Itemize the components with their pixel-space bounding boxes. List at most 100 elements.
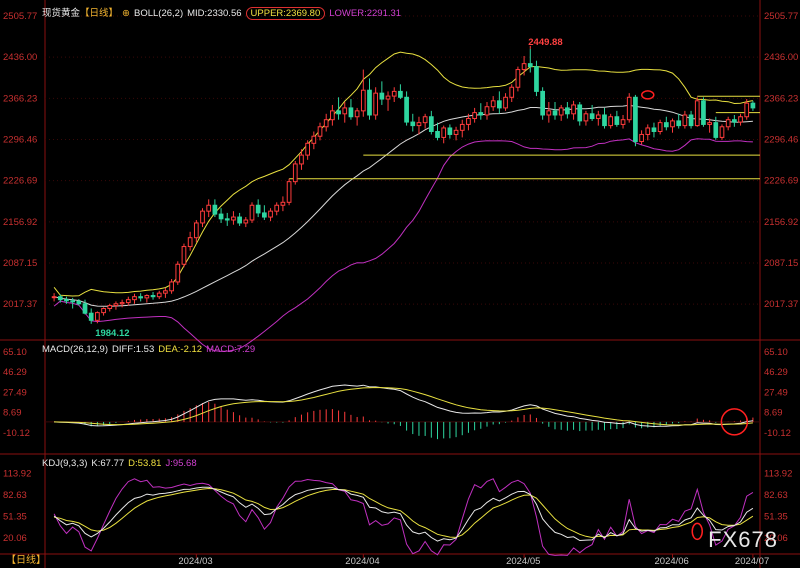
candle-body: [286, 181, 292, 203]
candle-body: [663, 122, 669, 128]
candle-body: [620, 119, 626, 125]
candle-body: [719, 126, 725, 138]
candle-body: [107, 305, 113, 310]
macd-tick-left: 27.49: [3, 387, 27, 398]
macd-legend: MACD(26,12,9) DIFF:1.53 DEA:-2.12 MACD:7.29: [42, 344, 259, 355]
macd-label: MACD(26,12,9): [42, 344, 108, 355]
candle-body: [342, 107, 348, 115]
candle-body: [231, 216, 236, 221]
candle-body: [484, 106, 490, 116]
candle-body: [565, 107, 570, 115]
candle-body: [82, 303, 88, 314]
candle-body: [76, 300, 82, 305]
candle-body: [101, 308, 106, 314]
candle-body: [255, 204, 261, 214]
candle-body: [583, 113, 589, 122]
candle-body: [651, 127, 657, 133]
candle-body: [732, 119, 737, 123]
candle-body: [571, 104, 576, 115]
boll-mid: MID:2330.56: [187, 8, 242, 19]
candle-body: [237, 216, 242, 224]
candle-body: [262, 212, 267, 218]
candle-body: [243, 219, 249, 224]
candle-body: [639, 133, 644, 143]
price-tick-right: 2156.92: [764, 217, 798, 228]
price-tick-right: 2087.15: [764, 258, 798, 269]
price-tick-left: 2436.00: [3, 52, 37, 63]
price-tick-left: 2226.69: [3, 176, 37, 187]
candle-body: [602, 114, 607, 127]
instrument-name: 现货黄金: [42, 8, 81, 19]
period-tab[interactable]: 【日线】: [6, 555, 46, 566]
macd-tick-right: 65.10: [764, 347, 788, 358]
candle-body: [280, 201, 286, 206]
candle-body: [416, 122, 422, 127]
candle-body: [348, 107, 354, 118]
candle-body: [688, 114, 694, 127]
kdj-pane: [53, 478, 754, 556]
price-tick-left: 2156.92: [3, 217, 37, 228]
macd-highlight-circle: [720, 408, 749, 436]
candle-body: [534, 66, 539, 92]
candle-body: [51, 296, 57, 299]
candle-body: [212, 204, 218, 215]
macd-diff-line: [54, 384, 753, 428]
price-tick-left: 2296.46: [3, 134, 37, 145]
kdj-tick-left: 82.63: [3, 490, 27, 501]
candle-body: [163, 290, 168, 294]
candle-body: [447, 127, 453, 135]
candle-body: [682, 114, 688, 127]
macd-tick-left: 46.29: [3, 367, 27, 378]
candle-body: [509, 86, 515, 98]
candle-body: [701, 100, 706, 125]
price-tick-right: 2436.00: [764, 52, 798, 63]
axis-labels: 2505.77 2505.77 2436.00 2436.00 2366.23 2366.…: [3, 11, 798, 567]
candle-body: [317, 126, 323, 137]
price-tick-left: 2087.15: [3, 258, 37, 269]
candle-body: [558, 107, 564, 116]
candle-body: [589, 113, 595, 120]
candle-body: [497, 100, 502, 109]
candle-body: [633, 96, 638, 143]
kdj-d: D:53.81: [128, 458, 162, 469]
candle-body: [57, 296, 63, 301]
candle-body: [527, 63, 533, 68]
candle-body: [694, 100, 700, 127]
boll-label: BOLL(26,2): [134, 8, 184, 19]
macd-value: MACD:7.29: [206, 344, 256, 355]
x-tick-label: 2024/06: [655, 556, 689, 567]
price-tick-right: 2017.37: [764, 299, 798, 310]
candle-body: [410, 121, 416, 127]
candle-body: [577, 104, 583, 122]
kdj-tick-left: 113.92: [3, 469, 31, 480]
candle-body: [169, 281, 174, 292]
candle-body: [614, 116, 620, 125]
candle-body: [670, 120, 675, 128]
candle-body: [156, 292, 162, 298]
candle-body: [138, 296, 144, 299]
candle-body: [206, 204, 212, 212]
candle-body: [95, 312, 100, 321]
boll-upper-line: [53, 51, 753, 297]
candle-body: [144, 295, 150, 299]
kdj-k: K:67.77: [91, 458, 125, 469]
kdj-highlight-circle: [691, 522, 703, 541]
candle-body: [218, 213, 224, 220]
candle-body: [645, 127, 651, 135]
candle-body: [150, 295, 156, 298]
kdj-tick-left: 51.35: [3, 512, 27, 523]
candle-body: [472, 112, 477, 120]
settings-icon[interactable]: ⊕: [122, 8, 130, 19]
candle-body: [478, 112, 484, 116]
price-tick-left: 2505.77: [3, 11, 37, 22]
macd-dea-line: [54, 386, 753, 426]
candle-body: [125, 299, 131, 304]
x-tick-label: 2024/05: [506, 556, 540, 567]
candle-body: [707, 122, 712, 125]
high-annotation: 2449.88: [528, 37, 562, 48]
period-label[interactable]: 【日线】: [80, 8, 119, 19]
kdj-legend: KDJ(9,3,3) K:67.77 D:53.81 J:95.68: [42, 458, 201, 469]
candle-body: [676, 120, 682, 127]
candle-body: [626, 96, 632, 121]
candle-body: [88, 312, 94, 321]
